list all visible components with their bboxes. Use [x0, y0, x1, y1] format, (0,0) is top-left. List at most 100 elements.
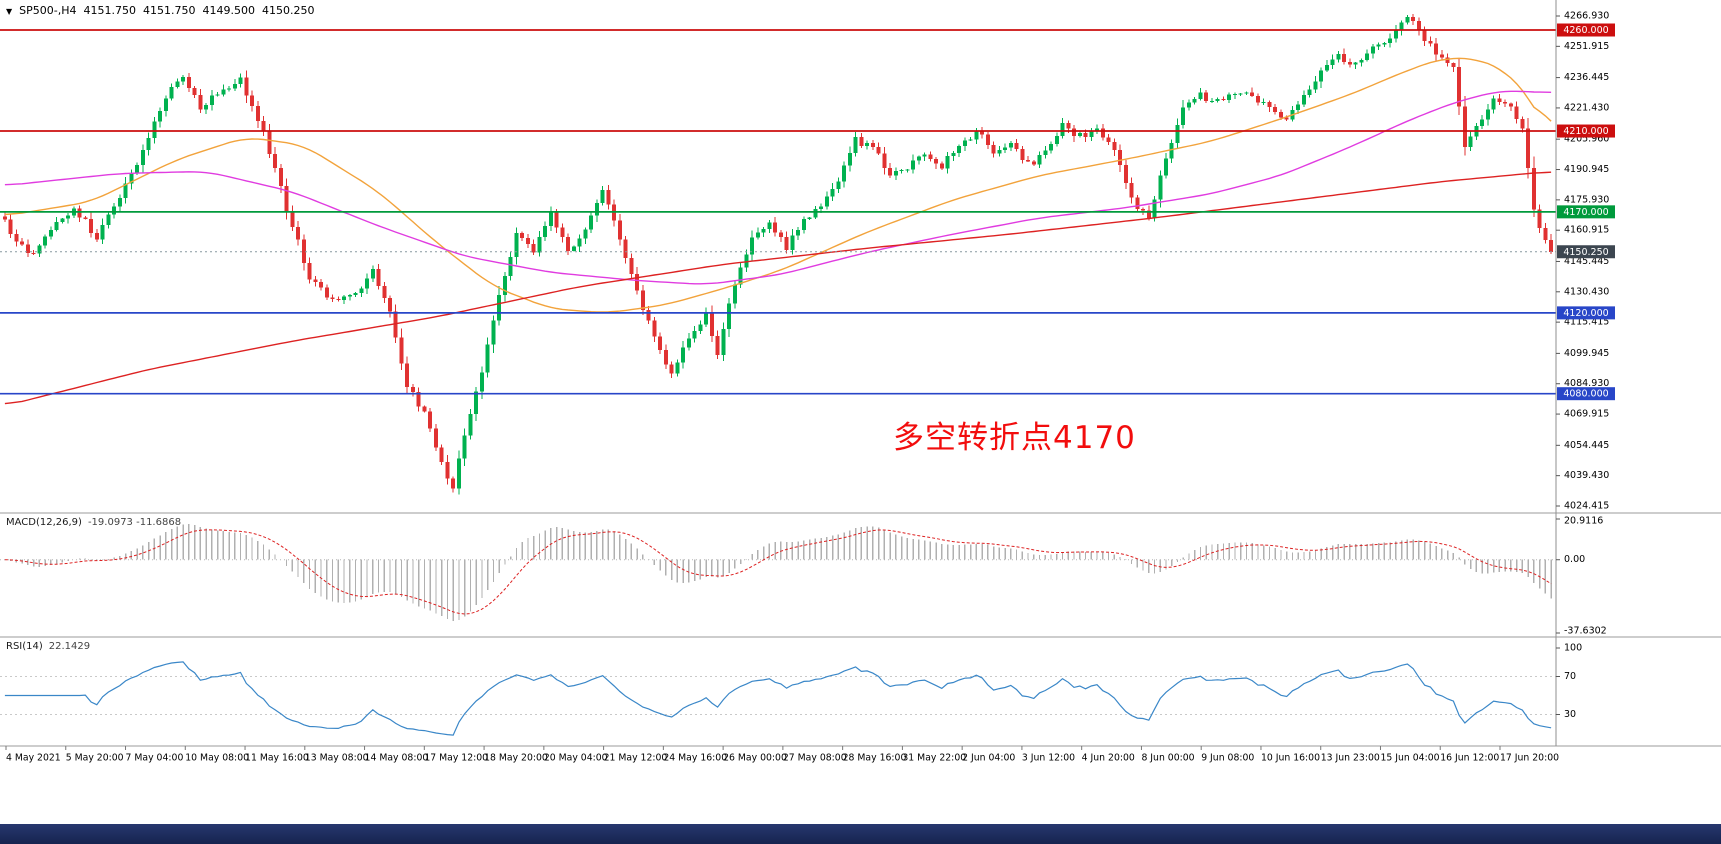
candle-body — [83, 217, 88, 220]
candle-body — [221, 89, 226, 95]
candle-body — [1508, 103, 1513, 107]
candle-body — [859, 136, 864, 146]
price-chart-svg[interactable]: 4266.930 4251.915 4236.445 4221.430 4205.960… — [0, 0, 1721, 824]
candle-body — [388, 297, 392, 312]
svg-text:4120.000: 4120.000 — [1563, 308, 1608, 319]
candle-body — [796, 230, 801, 236]
candle-body — [560, 227, 565, 238]
candle-body — [117, 197, 122, 207]
candle-body — [284, 186, 289, 211]
candle-body — [1238, 93, 1243, 95]
symbol-menu-arrow-icon[interactable]: ▼ — [6, 7, 13, 16]
macd-pane[interactable] — [0, 524, 1556, 622]
candle-body — [1353, 62, 1358, 65]
candle-body — [589, 215, 594, 230]
candle-body — [66, 215, 71, 219]
candle-body — [1083, 133, 1088, 138]
ohlc-close: 4150.250 — [262, 4, 315, 17]
candle-body — [635, 273, 640, 291]
taskbar[interactable] — [0, 824, 1721, 844]
candle-body — [1422, 30, 1427, 41]
candle-body — [962, 140, 967, 146]
candle-body — [629, 258, 634, 274]
ohlc-low: 4149.500 — [202, 4, 256, 17]
candle-body — [479, 372, 484, 392]
svg-text:4024.415: 4024.415 — [1564, 501, 1609, 512]
svg-text:4084.930: 4084.930 — [1564, 378, 1609, 389]
candle-body — [514, 233, 519, 257]
svg-text:4099.945: 4099.945 — [1564, 348, 1609, 359]
macd-values: -19.0973 -11.6868 — [87, 517, 182, 528]
macd-indicator-label: MACD(12,26,9) -19.0973 -11.6868 — [6, 517, 181, 528]
svg-text:4069.915: 4069.915 — [1564, 409, 1609, 420]
candle-body — [405, 363, 410, 388]
chart-text-annotation: 多空转折点4170 — [893, 420, 1136, 456]
svg-text:16 Jun 12:00: 16 Jun 12:00 — [1440, 753, 1499, 764]
rsi-pane[interactable] — [0, 661, 1556, 736]
svg-text:13 May 08:00: 13 May 08:00 — [305, 753, 369, 764]
candle-body — [1347, 61, 1352, 65]
svg-text:5 May 20:00: 5 May 20:00 — [66, 753, 124, 764]
candle-body — [911, 160, 916, 170]
candle-body — [48, 229, 53, 237]
candle-body — [365, 278, 370, 289]
candle-body — [790, 235, 795, 251]
candle-body — [439, 447, 444, 462]
fast-ma-orange-line[interactable] — [4, 57, 1552, 313]
candle-body — [1434, 43, 1439, 55]
time-axis[interactable]: 4 May 2021 5 May 20:00 7 May 04:00 10 May 0… — [5, 746, 1559, 764]
candle-body — [77, 208, 82, 218]
macd-axis[interactable]: 20.9116 0.00 -37.6302 — [1556, 516, 1607, 637]
candle-body — [1537, 209, 1542, 229]
candle-body — [1416, 21, 1421, 31]
candle-body — [1520, 119, 1525, 129]
candle-body — [468, 414, 473, 436]
candle-body — [1244, 92, 1249, 94]
candle-body — [198, 94, 203, 110]
candle-body — [1077, 133, 1082, 137]
candle-body — [1095, 128, 1100, 132]
candle-body — [968, 139, 973, 141]
rsi-axis[interactable]: 100 70 30 — [1556, 643, 1582, 721]
candle-body — [140, 149, 145, 166]
candle-body — [1123, 165, 1128, 184]
svg-text:20 May 04:00: 20 May 04:00 — [544, 753, 608, 764]
candle-body — [865, 142, 870, 146]
candle-body — [1497, 98, 1502, 103]
candle-body — [462, 435, 467, 459]
candle-body — [1439, 54, 1444, 58]
candle-body — [37, 245, 42, 254]
svg-text:4210.000: 4210.000 — [1563, 126, 1608, 137]
svg-text:4 Jun 20:00: 4 Jun 20:00 — [1082, 753, 1135, 764]
candle-body — [888, 167, 893, 176]
candle-body — [928, 154, 933, 159]
svg-text:-37.6302: -37.6302 — [1564, 626, 1607, 637]
price-axis[interactable]: 4266.930 4251.915 4236.445 4221.430 4205.960… — [1556, 11, 1615, 512]
candle-body — [715, 335, 720, 356]
horizontal-levels[interactable] — [0, 29, 1556, 395]
candle-body — [14, 234, 19, 242]
svg-text:4221.430: 4221.430 — [1564, 102, 1609, 113]
candle-body — [422, 406, 427, 412]
price-badge — [1557, 245, 1615, 259]
candle-body — [1175, 125, 1180, 143]
candle-body — [1232, 94, 1237, 96]
candle-body — [1003, 147, 1008, 150]
candle-body — [1100, 128, 1105, 138]
candle-body — [1158, 175, 1163, 200]
pane-separators[interactable] — [0, 0, 1721, 747]
svg-text:4170.000: 4170.000 — [1563, 207, 1608, 218]
svg-text:17 Jun 20:00: 17 Jun 20:00 — [1500, 753, 1559, 764]
mid-ma-magenta-line[interactable] — [4, 90, 1552, 285]
ohlc-high: 4151.750 — [143, 4, 196, 17]
slow-ma-red-line[interactable] — [4, 171, 1552, 405]
price-pane[interactable] — [2, 13, 1554, 495]
candle-body — [1273, 106, 1278, 112]
candle-body — [428, 411, 433, 429]
candle-body — [255, 105, 260, 122]
svg-text:4150.250: 4150.250 — [1563, 247, 1608, 258]
svg-text:4260.000: 4260.000 — [1563, 25, 1608, 36]
macd-signal-line — [4, 529, 1552, 615]
candle-body — [945, 155, 950, 169]
